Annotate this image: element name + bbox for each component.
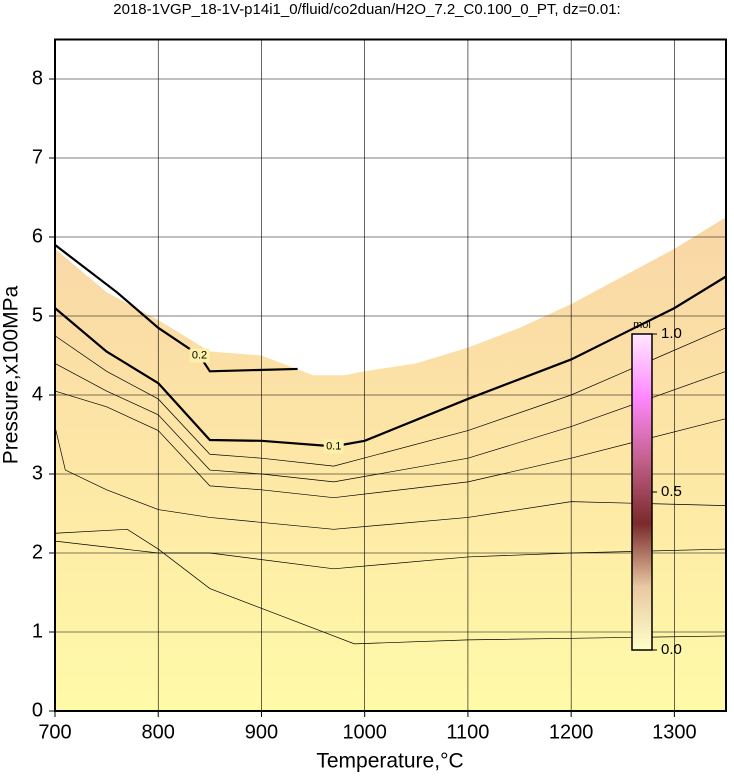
contour bbox=[54, 390, 727, 499]
filled-region bbox=[55, 217, 726, 711]
x-tick-label: 1200 bbox=[549, 721, 594, 743]
colorbar bbox=[631, 333, 653, 651]
plot-area: 0.2 0.1 bbox=[49, 38, 727, 717]
labeled-contour bbox=[54, 244, 298, 373]
contour-label-bg bbox=[189, 348, 210, 363]
contour bbox=[54, 327, 727, 467]
x-tick-label: 800 bbox=[142, 721, 175, 743]
y-tick-label: 4 bbox=[32, 383, 43, 405]
y-axis-label: Pressure,x100MPa bbox=[0, 285, 23, 464]
y-tick-label: 1 bbox=[32, 620, 43, 642]
colorbar-label: mol bbox=[633, 319, 651, 331]
colorbar-tick-label: 0.5 bbox=[661, 483, 682, 500]
y-tick-label: 6 bbox=[32, 225, 43, 247]
frame bbox=[54, 38, 727, 712]
y-tick-label: 5 bbox=[32, 304, 43, 326]
contour bbox=[54, 540, 727, 570]
y-tick-label: 0 bbox=[32, 699, 43, 721]
colorbar-tick-label: 1.0 bbox=[661, 325, 682, 342]
y-tick-label: 2 bbox=[32, 541, 43, 563]
chart-title: 2018-1VGP_18-1V-p14i1_0/fluid/co2duan/H2… bbox=[113, 1, 620, 18]
x-axis-label: Temperature,°C bbox=[316, 750, 463, 773]
x-tick-label: 700 bbox=[38, 721, 71, 743]
x-tick-label: 900 bbox=[245, 721, 278, 743]
y-tick-label: 8 bbox=[32, 67, 43, 89]
x-tick-label: 1100 bbox=[446, 721, 489, 743]
contour-label-bg bbox=[323, 439, 344, 454]
contour bbox=[54, 363, 727, 483]
contour-label: 0.1 bbox=[326, 440, 341, 452]
colorbar-tick-label: 0.0 bbox=[661, 641, 682, 658]
x-tick-label: 1300 bbox=[652, 721, 697, 743]
contour bbox=[54, 528, 727, 645]
y-tick-label: 3 bbox=[32, 462, 43, 484]
contour-label: 0.2 bbox=[192, 349, 207, 361]
y-tick-label: 7 bbox=[32, 146, 43, 168]
contour bbox=[54, 426, 727, 530]
x-tick-label: 1000 bbox=[342, 721, 387, 743]
